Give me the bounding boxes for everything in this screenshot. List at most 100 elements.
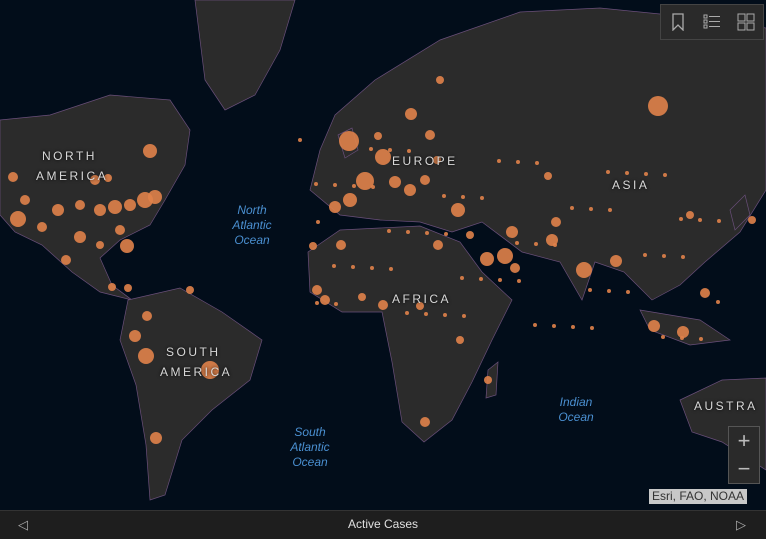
case-marker[interactable] [309,242,317,250]
case-marker[interactable] [570,206,574,210]
case-marker[interactable] [314,182,318,186]
case-marker[interactable] [643,253,647,257]
case-marker[interactable] [334,302,338,306]
case-marker[interactable] [425,231,429,235]
case-marker[interactable] [433,240,443,250]
case-marker[interactable] [510,263,520,273]
case-marker[interactable] [352,184,356,188]
case-marker[interactable] [336,240,346,250]
case-marker[interactable] [143,144,157,158]
case-marker[interactable] [186,286,194,294]
case-marker[interactable] [433,156,441,164]
case-marker[interactable] [680,336,684,340]
case-marker[interactable] [405,108,417,120]
case-marker[interactable] [10,211,26,227]
case-marker[interactable] [553,243,557,247]
case-marker[interactable] [552,324,556,328]
case-marker[interactable] [515,241,519,245]
case-marker[interactable] [148,190,162,204]
case-marker[interactable] [662,254,666,258]
case-marker[interactable] [608,208,612,212]
case-marker[interactable] [389,267,393,271]
case-marker[interactable] [37,222,47,232]
case-marker[interactable] [535,161,539,165]
case-marker[interactable] [589,207,593,211]
case-marker[interactable] [648,320,660,332]
case-marker[interactable] [681,255,685,259]
zoom-out-button[interactable]: − [737,456,751,481]
case-marker[interactable] [443,313,447,317]
case-marker[interactable] [484,376,492,384]
case-marker[interactable] [644,172,648,176]
case-marker[interactable] [698,218,702,222]
case-marker[interactable] [374,132,382,140]
case-marker[interactable] [124,199,136,211]
case-marker[interactable] [480,252,494,266]
case-marker[interactable] [460,276,464,280]
world-map[interactable] [0,0,766,510]
case-marker[interactable] [339,131,359,151]
case-marker[interactable] [75,200,85,210]
case-marker[interactable] [104,174,112,182]
case-marker[interactable] [96,241,104,249]
case-marker[interactable] [534,242,538,246]
case-marker[interactable] [424,312,428,316]
case-marker[interactable] [626,290,630,294]
case-marker[interactable] [370,266,374,270]
case-marker[interactable] [375,149,391,165]
case-marker[interactable] [343,193,357,207]
case-marker[interactable] [610,255,622,267]
case-marker[interactable] [298,138,302,142]
case-marker[interactable] [420,175,430,185]
case-marker[interactable] [332,264,336,268]
case-marker[interactable] [371,185,375,189]
case-marker[interactable] [677,326,689,338]
case-marker[interactable] [748,216,756,224]
case-marker[interactable] [442,194,446,198]
case-marker[interactable] [551,217,561,227]
case-marker[interactable] [663,173,667,177]
case-marker[interactable] [416,302,424,310]
case-marker[interactable] [94,204,106,216]
case-marker[interactable] [479,277,483,281]
case-marker[interactable] [444,232,448,236]
bookmark-button[interactable] [667,11,689,33]
case-marker[interactable] [358,293,366,301]
case-marker[interactable] [679,217,683,221]
case-marker[interactable] [699,337,703,341]
case-marker[interactable] [320,295,330,305]
case-marker[interactable] [315,301,319,305]
case-marker[interactable] [686,211,694,219]
case-marker[interactable] [8,172,18,182]
case-marker[interactable] [138,348,154,364]
case-marker[interactable] [517,279,521,283]
case-marker[interactable] [700,288,710,298]
case-marker[interactable] [466,231,474,239]
case-marker[interactable] [425,130,435,140]
legend-button[interactable] [701,11,723,33]
case-marker[interactable] [497,248,513,264]
case-marker[interactable] [378,300,388,310]
case-marker[interactable] [533,323,537,327]
case-marker[interactable] [407,149,411,153]
case-marker[interactable] [607,289,611,293]
case-marker[interactable] [115,225,125,235]
case-marker[interactable] [571,325,575,329]
case-marker[interactable] [544,172,552,180]
case-marker[interactable] [312,285,322,295]
next-arrow-icon[interactable]: ▷ [736,517,746,532]
case-marker[interactable] [388,148,392,152]
case-marker[interactable] [52,204,64,216]
case-marker[interactable] [405,311,409,315]
case-marker[interactable] [648,96,668,116]
case-marker[interactable] [456,336,464,344]
case-marker[interactable] [351,265,355,269]
case-marker[interactable] [356,172,374,190]
case-marker[interactable] [316,220,320,224]
case-marker[interactable] [406,230,410,234]
previous-arrow-icon[interactable]: ◁ [18,517,28,532]
case-marker[interactable] [498,278,502,282]
case-marker[interactable] [404,184,416,196]
case-marker[interactable] [590,326,594,330]
case-marker[interactable] [480,196,484,200]
